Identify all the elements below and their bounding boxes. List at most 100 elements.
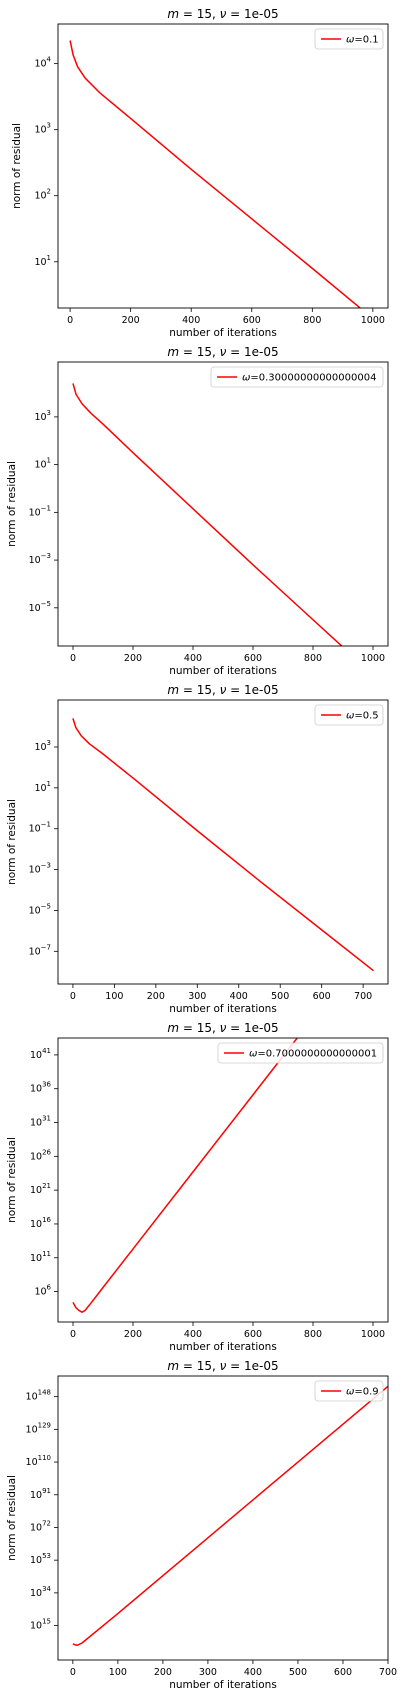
chart-title: m = 15, ν = 1e-05 [167, 1359, 278, 1373]
x-tick-label: 100 [109, 1667, 127, 1678]
series-line [72, 1385, 388, 1646]
x-tick-label: 600 [334, 1667, 352, 1678]
x-tick-label: 300 [199, 1667, 217, 1678]
y-tick-label: 10−3 [29, 862, 51, 876]
x-tick-label: 300 [188, 991, 206, 1002]
chart-panel-4: m = 15, ν = 1e-05 0 200 400 600 800 1000 106 101… [6, 1021, 389, 1353]
y-tick-label: 10129 [26, 1421, 51, 1435]
axes-frame [57, 1375, 389, 1661]
legend: ω=0.1 [314, 28, 384, 50]
x-tick-label: 0 [70, 991, 76, 1002]
x-tick-label: 400 [244, 1667, 262, 1678]
y-tick-label: 106 [34, 1284, 51, 1298]
y-tick-label: 1031 [30, 1115, 51, 1129]
x-tick-label: 200 [154, 1667, 172, 1678]
series-line [72, 718, 374, 972]
legend-box [314, 1380, 384, 1402]
y-tick-label: 1072 [30, 1519, 51, 1533]
x-tick-label: 600 [244, 1329, 262, 1340]
x-tick-label: 0 [70, 1329, 76, 1340]
chart-title: m = 15, ν = 1e-05 [167, 683, 278, 697]
y-tick-label: 1053 [30, 1552, 51, 1566]
y-tick-label: 10−1 [29, 821, 51, 835]
x-tick-label: 400 [184, 1329, 202, 1340]
y-tick-label: 101 [34, 457, 51, 471]
legend-label: ω=0.7000000000000001 [249, 1049, 377, 1060]
y-tick-label: 10−1 [29, 504, 51, 518]
y-tick-label: 10148 [26, 1389, 51, 1403]
x-tick-label: 500 [271, 991, 289, 1002]
y-tick-label: 1011 [30, 1250, 51, 1264]
y-tick-label: 1026 [30, 1148, 52, 1162]
x-tick-label: 200 [124, 653, 142, 664]
x-axis-label: number of iterations [169, 1679, 277, 1691]
legend: ω=0.9 [314, 1380, 384, 1402]
chart-title: m = 15, ν = 1e-05 [167, 7, 278, 21]
x-tick-label: 200 [122, 315, 140, 326]
x-tick-label: 400 [182, 315, 200, 326]
axes-frame [57, 1037, 389, 1323]
x-tick-label: 400 [184, 653, 202, 664]
x-axis-label: number of iterations [169, 327, 277, 339]
x-tick-label: 600 [244, 653, 262, 664]
x-tick-label: 600 [313, 991, 331, 1002]
legend: ω=0.5 [314, 704, 384, 726]
y-axis-label: norm of residual [6, 799, 18, 885]
axes-frame [57, 699, 389, 985]
chart-panel-3: m = 15, ν = 1e-05 0 100 200 300 400 500 600 700 1… [6, 683, 389, 1015]
x-tick-label: 700 [379, 1667, 397, 1678]
chart-title: m = 15, ν = 1e-05 [167, 1021, 278, 1035]
y-tick-label: 103 [34, 122, 51, 136]
legend-label: ω=0.30000000000000004 [242, 373, 376, 384]
chart-title: m = 15, ν = 1e-05 [167, 345, 278, 359]
y-tick-label: 1015 [30, 1618, 51, 1632]
axes-frame [57, 23, 389, 309]
y-tick-label: 1091 [30, 1487, 51, 1501]
legend-box [314, 704, 384, 726]
x-tick-label: 200 [124, 1329, 142, 1340]
y-tick-label: 10−7 [29, 943, 51, 957]
legend-label: ω=0.9 [346, 1387, 379, 1398]
axes-frame [57, 361, 389, 647]
x-axis-label: number of iterations [169, 1003, 277, 1015]
x-tick-label: 700 [354, 991, 372, 1002]
x-tick-label: 200 [147, 991, 165, 1002]
legend: ω=0.7000000000000001 [217, 1042, 384, 1064]
x-tick-label: 400 [230, 991, 248, 1002]
chart-panel-5: m = 15, ν = 1e-05 0 100 200 300 400 500 600 700 1… [6, 1359, 397, 1691]
y-tick-label: 103 [34, 409, 51, 423]
legend-box [217, 1042, 384, 1064]
x-tick-label: 600 [243, 315, 261, 326]
y-tick-label: 101 [34, 780, 51, 794]
y-tick-label: 1034 [30, 1585, 52, 1599]
y-axis-label: norm of residual [6, 1475, 18, 1561]
legend-box [314, 28, 384, 50]
y-tick-label: 1021 [30, 1182, 51, 1196]
y-tick-label: 10110 [26, 1454, 51, 1468]
chart-panel-2: m = 15, ν = 1e-05 0 200 400 600 800 1000 10−5 10… [6, 345, 389, 677]
y-tick-label: 1041 [30, 1047, 51, 1061]
x-tick-label: 0 [70, 1667, 76, 1678]
series-line [72, 383, 343, 646]
y-tick-label: 104 [34, 56, 51, 70]
x-tick-label: 1000 [361, 1329, 385, 1340]
legend-label: ω=0.1 [346, 35, 379, 46]
x-tick-label: 500 [289, 1667, 307, 1678]
x-tick-label: 100 [105, 991, 123, 1002]
x-tick-label: 1000 [361, 653, 385, 664]
series-line [69, 40, 362, 308]
y-tick-label: 10−3 [29, 552, 51, 566]
x-tick-label: 0 [70, 653, 76, 664]
x-tick-label: 1000 [361, 315, 385, 326]
x-axis-label: number of iterations [169, 1341, 277, 1353]
legend: ω=0.30000000000000004 [210, 366, 384, 388]
x-axis-label: number of iterations [169, 665, 277, 677]
y-tick-label: 102 [34, 188, 51, 202]
y-axis-label: norm of residual [6, 1137, 18, 1223]
y-tick-label: 10−5 [29, 600, 51, 614]
x-tick-label: 800 [304, 1329, 322, 1340]
chart-panel-1: m = 15, ν = 1e-05 0 200 400 600 800 1000 101 102… [11, 7, 389, 339]
y-tick-label: 1036 [30, 1081, 52, 1095]
x-tick-label: 0 [67, 315, 73, 326]
